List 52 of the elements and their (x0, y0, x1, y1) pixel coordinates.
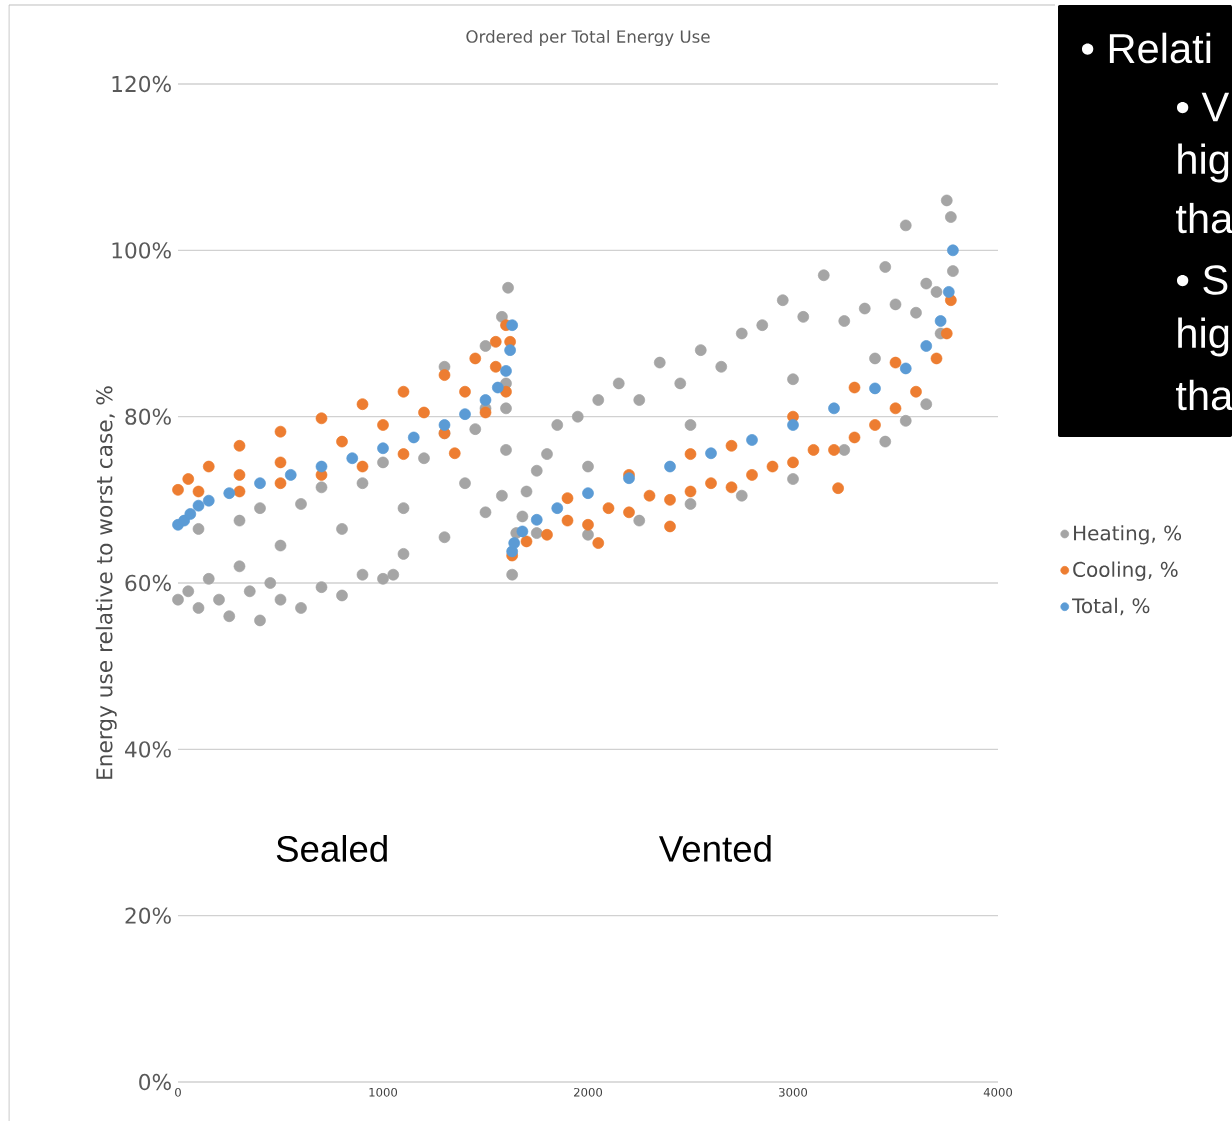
y-tick-label: 100% (112, 242, 171, 259)
text: • V (1176, 92, 1230, 122)
text: hig (1178, 143, 1229, 183)
point (284, 469, 297, 481)
y-tick-label: 60% (125, 574, 171, 592)
y-tick-label: 20% (125, 907, 171, 924)
x-tick-label: 3000 (779, 1087, 808, 1097)
y-tick-label: 40% (125, 741, 171, 758)
point (828, 402, 840, 415)
point (479, 394, 492, 406)
point (551, 502, 564, 514)
point (582, 487, 594, 500)
point (192, 499, 205, 512)
point (899, 362, 912, 375)
x-tick-label: 4000 (983, 1087, 1013, 1097)
point (491, 381, 504, 394)
point (705, 447, 717, 460)
point (530, 513, 543, 526)
point (346, 452, 359, 465)
point (664, 460, 676, 473)
y-tick-label: 120% (112, 75, 171, 93)
legend-label: Cooling, % (1073, 561, 1178, 581)
y-tick-label: 80% (125, 408, 171, 425)
point (942, 286, 955, 298)
legend-label: Total, % (1072, 597, 1150, 616)
point (869, 382, 881, 395)
text: • Relati (1081, 32, 1211, 64)
point (202, 494, 215, 507)
x-tick-label: 1000 (369, 1087, 398, 1097)
point (459, 408, 471, 421)
point (184, 508, 197, 520)
annotation: Vented (658, 834, 771, 862)
point (746, 434, 758, 446)
point (500, 365, 512, 377)
point (407, 431, 420, 444)
legend-label: Heating, % (1074, 525, 1182, 545)
point (920, 340, 933, 352)
y-axis-title: Energy use relative to worst case, % (95, 386, 117, 779)
text: • S (1176, 265, 1228, 295)
point (623, 472, 635, 485)
chart-title: Ordered per Total Energy Use (466, 29, 710, 47)
point (254, 477, 266, 490)
point (223, 487, 236, 500)
y-tick-label: 0% (139, 1073, 171, 1091)
point (377, 442, 389, 455)
annotation: Sealed (276, 834, 387, 862)
point (934, 315, 947, 327)
text: hig (1178, 317, 1229, 357)
x-tick-label: 0 (175, 1087, 181, 1097)
point (508, 537, 521, 549)
point (947, 244, 959, 257)
x-tick-label: 2000 (574, 1087, 603, 1097)
